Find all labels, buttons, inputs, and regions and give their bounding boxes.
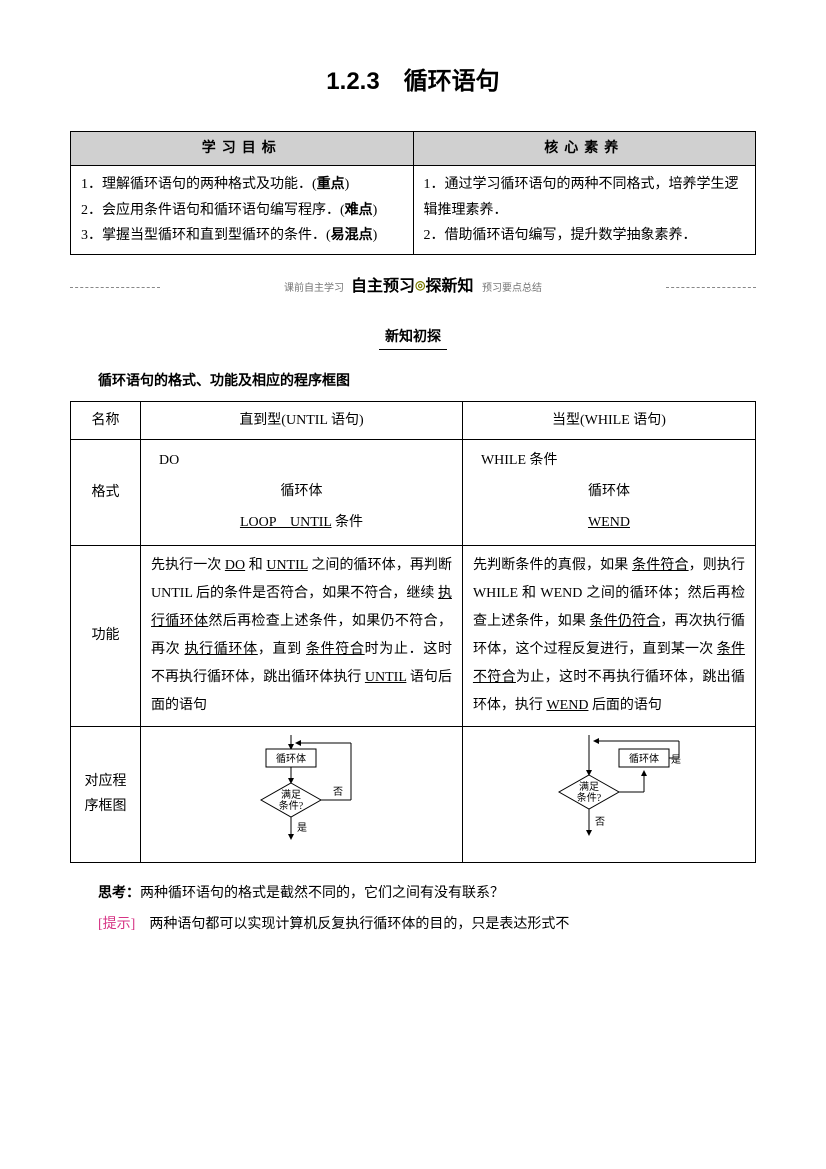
banner-main-right: 探新知 <box>426 278 474 295</box>
underlined-term: UNTIL <box>266 558 307 573</box>
while-fmt-1: WHILE 条件 <box>473 446 745 477</box>
banner-main: 自主预习◎探新知 <box>351 278 478 295</box>
loop-table: 名称 直到型(UNTIL 语句) 当型(WHILE 语句) 格式 DO 循环体 … <box>70 401 756 863</box>
page-title: 1.2.3 循环语句 <box>70 60 756 103</box>
until-diag-cond2: 条件? <box>279 799 304 812</box>
loop-subtitle: 循环语句的格式、功能及相应的程序框图 <box>70 368 756 393</box>
while-fmt-3: WEND <box>473 508 745 539</box>
goals-left-text3: 3．掌握当型循环和直到型循环的条件．(易混点) <box>81 223 403 248</box>
until-fmt-2: 循环体 <box>151 477 452 508</box>
underlined-term: 条件符合 <box>306 642 365 657</box>
hint-text: 两种语句都可以实现计算机反复执行循环体的目的，只是表达形式不 <box>135 917 569 932</box>
goals-right-text2: 2．借助循环语句编写，提升数学抽象素养． <box>424 223 746 248</box>
while-diag-cond2: 条件? <box>577 791 602 804</box>
until-diag-cond1: 满足 <box>281 789 301 801</box>
goals-left-text: 1．理解循环语句的两种格式及功能．(重点) <box>81 172 403 197</box>
row-label-name: 名称 <box>71 402 141 440</box>
row-label-diagram: 对应程序框图 <box>71 726 141 862</box>
loop-until-underline: LOOP UNTIL <box>240 515 332 530</box>
until-fmt-1: DO <box>151 446 452 477</box>
until-func: 先执行一次 DO 和 UNTIL 之间的循环体，再判断 UNTIL 后的条件是否… <box>141 545 463 726</box>
while-format: WHILE 条件 循环体 WEND <box>462 440 755 545</box>
until-diag-yes: 是 <box>297 822 307 834</box>
while-flowchart-svg: 循环体 满足 条件? 是 否 <box>529 735 689 845</box>
while-header: 当型(WHILE 语句) <box>462 402 755 440</box>
goals-header-right: 核心素养 <box>413 132 756 166</box>
underlined-term: 执行循环体 <box>185 642 258 657</box>
while-diagram: 循环体 满足 条件? 是 否 <box>462 726 755 862</box>
until-fmt-3b: 条件 <box>331 515 363 530</box>
while-func: 先判断条件的真假，如果 条件符合，则执行 WHILE 和 WEND 之间的循环体… <box>462 545 755 726</box>
banner-main-left: 自主预习 <box>351 278 415 295</box>
until-diag-no: 否 <box>333 786 343 798</box>
hint-label: [提示] <box>98 917 135 932</box>
hint-line: [提示] 两种语句都可以实现计算机反复执行循环体的目的，只是表达形式不 <box>70 912 756 937</box>
think-text: 两种循环语句的格式是截然不同的，它们之间有没有联系？ <box>140 886 504 901</box>
underlined-term: UNTIL <box>365 670 406 685</box>
think-line: 思考：两种循环语句的格式是截然不同的，它们之间有没有联系？ <box>70 881 756 906</box>
while-diag-cond1: 满足 <box>579 781 599 793</box>
while-diag-no: 否 <box>595 816 605 828</box>
goals-table: 学习目标 核心素养 1．理解循环语句的两种格式及功能．(重点) 2．会应用条件语… <box>70 131 756 255</box>
underlined-term: 条件仍符合 <box>590 614 661 629</box>
underlined-term: 条件不符合 <box>473 642 745 685</box>
underlined-term: 条件符合 <box>632 558 689 573</box>
goals-left-cell: 1．理解循环语句的两种格式及功能．(重点) 2．会应用条件语句和循环语句编写程序… <box>71 166 414 255</box>
goals-right-cell: 1．通过学习循环语句的两种不同格式，培养学生逻辑推理素养． 2．借助循环语句编写… <box>413 166 756 255</box>
row-label-format: 格式 <box>71 440 141 545</box>
section-banner: 课前自主学习 自主预习◎探新知 预习要点总结 <box>70 273 756 302</box>
until-diagram: 循环体 满足 条件? 否 是 <box>141 726 463 862</box>
goals-header-left: 学习目标 <box>71 132 414 166</box>
row-label-function: 功能 <box>71 545 141 726</box>
banner-small-right: 预习要点总结 <box>482 283 542 294</box>
underlined-term: WEND <box>546 698 588 713</box>
while-diag-body: 循环体 <box>629 752 659 765</box>
while-fmt-2: 循环体 <box>473 477 745 508</box>
until-flowchart-svg: 循环体 满足 条件? 否 是 <box>221 735 381 845</box>
circle-icon: ◎ <box>415 275 425 297</box>
underlined-term: 执行循环体 <box>151 586 452 629</box>
underlined-term: DO <box>225 558 245 573</box>
until-fmt-3: LOOP UNTIL 条件 <box>151 508 452 539</box>
until-format: DO 循环体 LOOP UNTIL 条件 <box>141 440 463 545</box>
goals-right-text: 1．通过学习循环语句的两种不同格式，培养学生逻辑推理素养． <box>424 172 746 222</box>
think-label: 思考： <box>98 886 140 901</box>
goals-left-text2: 2．会应用条件语句和循环语句编写程序．(难点) <box>81 198 403 223</box>
until-diag-body: 循环体 <box>276 752 306 765</box>
wend-underline: WEND <box>588 515 630 530</box>
banner-small-left: 课前自主学习 <box>284 283 344 294</box>
sub-banner: 新知初探 <box>379 324 447 350</box>
until-header: 直到型(UNTIL 语句) <box>141 402 463 440</box>
